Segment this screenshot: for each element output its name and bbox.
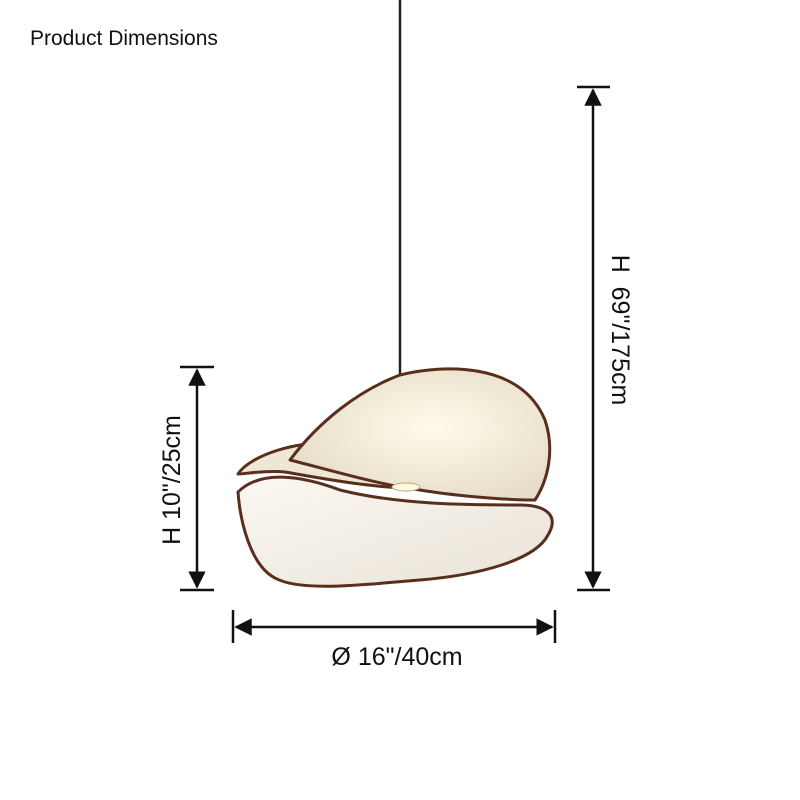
shade-height-label: H 10"/25cm [158, 415, 186, 545]
shade-height-arrow [180, 365, 214, 592]
total-height-arrow [577, 85, 610, 592]
title: Product Dimensions [30, 27, 218, 50]
total-height-label: H 69"/175cm [606, 255, 634, 406]
lamp-shade [236, 367, 554, 588]
diameter-label: Ø 16"/40cm [331, 643, 462, 671]
diameter-arrow [231, 610, 557, 643]
